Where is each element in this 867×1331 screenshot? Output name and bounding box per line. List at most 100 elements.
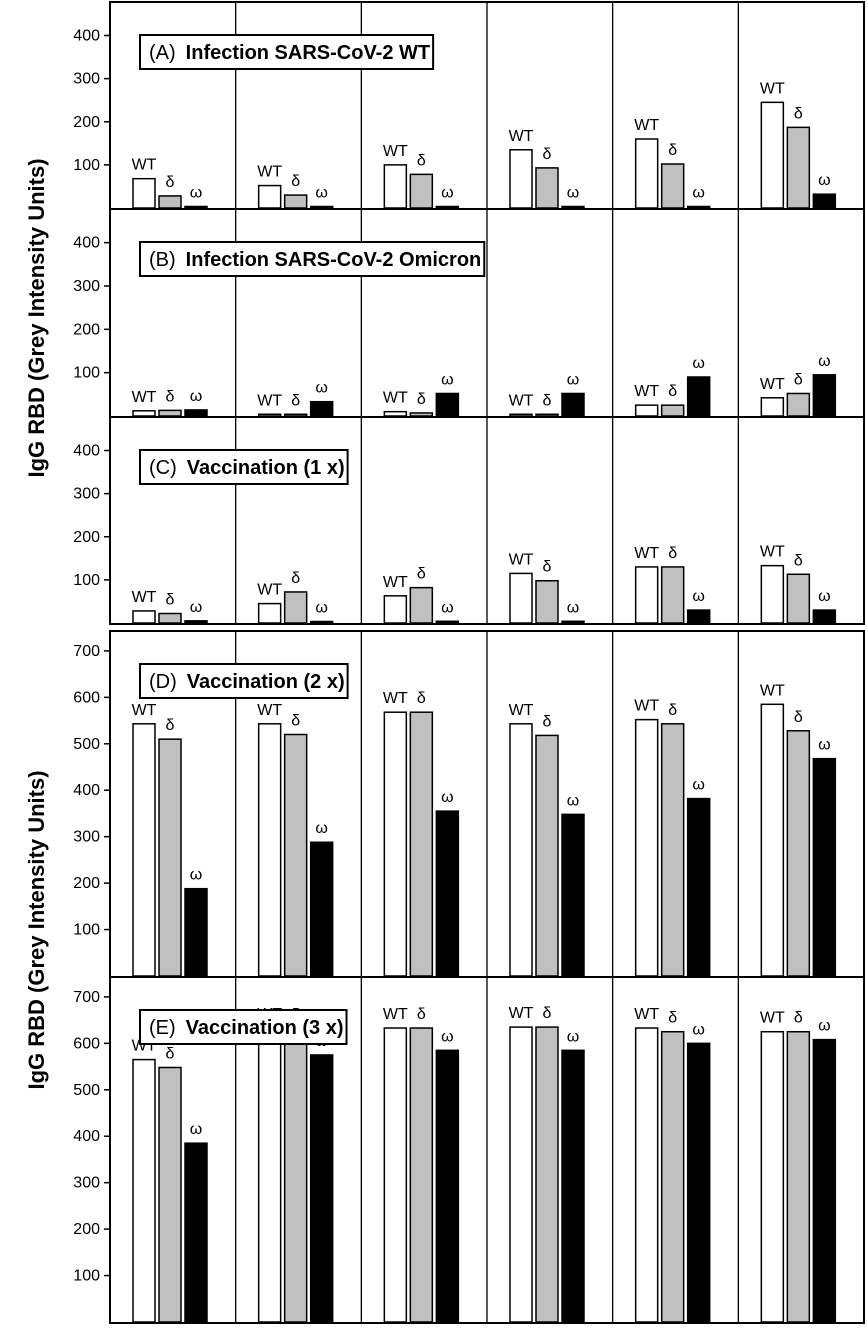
y-tick-label: 400	[73, 235, 100, 252]
bar-delta	[535, 579, 559, 624]
bar-label: ω	[190, 388, 203, 405]
panel-title-text: (A) Infection SARS-CoV-2 WT	[149, 42, 430, 64]
bar-delta	[786, 1030, 811, 1323]
bar-label: WT	[760, 544, 785, 561]
panel-title-label: Vaccination (2 x)	[187, 671, 345, 693]
y-tick-label: 200	[73, 875, 100, 892]
bar-wt	[383, 410, 408, 417]
bar-label: ω	[441, 185, 454, 202]
panel-letter: (D)	[149, 671, 177, 693]
bar-omega	[812, 1038, 837, 1323]
bar-label: WT	[509, 128, 534, 145]
bar-omega	[309, 620, 334, 624]
bar-label: WT	[509, 702, 534, 719]
bar-wt	[132, 610, 156, 624]
bar-delta	[158, 409, 182, 417]
bar-wt	[634, 718, 659, 977]
bar-omega	[184, 887, 208, 977]
bar-label: WT	[509, 392, 534, 409]
bar-label: ω	[692, 185, 705, 202]
bar-omega	[184, 620, 208, 624]
bar-label: δ	[166, 174, 175, 191]
y-tick-label: 500	[73, 736, 100, 753]
bar-label: WT	[257, 392, 282, 409]
panel-title-text: (C) Vaccination (1 x)	[149, 457, 345, 479]
bar-wt	[383, 711, 408, 977]
bar-delta	[409, 173, 434, 209]
panel-letter: (A)	[149, 42, 176, 64]
bar-label: ω	[441, 1028, 454, 1045]
bar-omega	[309, 1054, 334, 1323]
bar-label: δ	[543, 1005, 552, 1022]
y-tick-label: 300	[73, 486, 100, 503]
bar-wt	[760, 101, 785, 209]
bar-wt	[634, 1027, 659, 1323]
panel-title-label: Infection SARS-CoV-2 WT	[186, 42, 430, 64]
bar-label: WT	[634, 1006, 659, 1023]
bar-label: ω	[315, 185, 328, 202]
bar-label: δ	[794, 552, 803, 569]
bar-label: δ	[668, 1010, 677, 1027]
bar-label: δ	[543, 392, 552, 409]
bar-delta	[158, 1066, 182, 1323]
bar-label: ω	[818, 353, 831, 370]
bar-delta	[409, 1027, 434, 1323]
bar-label: WT	[383, 1006, 408, 1023]
bar-label: ω	[190, 599, 203, 616]
bar-label: WT	[383, 143, 408, 160]
bar-omega	[686, 797, 711, 977]
bar-label: ω	[190, 867, 203, 884]
bar-delta	[660, 723, 685, 977]
bar-label: δ	[291, 570, 300, 587]
bar-wt	[634, 566, 659, 624]
bar-omega	[686, 205, 711, 209]
panel-title-text: (B) Infection SARS-CoV-2 Omicron	[149, 249, 481, 271]
y-tick-label: 600	[73, 689, 100, 706]
bar-delta	[660, 566, 685, 624]
y-tick-label: 100	[73, 922, 100, 939]
panel-title-box	[139, 1009, 348, 1045]
bar-delta	[409, 412, 434, 417]
bar-delta	[283, 413, 308, 417]
panel-title-box	[139, 241, 486, 277]
bar-omega	[435, 205, 460, 209]
bar-omega	[184, 205, 208, 209]
bar-wt	[132, 723, 156, 977]
bar-wt	[634, 138, 659, 209]
bar-omega	[561, 392, 585, 417]
bar-wt	[760, 1030, 785, 1323]
bar-label: WT	[383, 690, 408, 707]
bar-label: δ	[668, 142, 677, 159]
bar-label: ω	[315, 380, 328, 397]
bar-omega	[435, 810, 460, 977]
bar-label: δ	[794, 105, 803, 122]
bar-label: ω	[567, 371, 580, 388]
bar-label: ω	[818, 172, 831, 189]
y-tick-label: 300	[73, 71, 100, 88]
bar-label: ω	[692, 355, 705, 372]
bar-label: δ	[668, 702, 677, 719]
bar-omega	[184, 1142, 208, 1323]
bar-delta	[409, 711, 434, 977]
y-tick-label: 200	[73, 1221, 100, 1238]
bar-label: δ	[417, 391, 426, 408]
bar-wt	[383, 1027, 408, 1323]
bar-wt	[257, 723, 282, 977]
bar-label: WT	[132, 389, 157, 406]
bar-label: δ	[291, 173, 300, 190]
bar-label: WT	[383, 390, 408, 407]
bar-label: WT	[634, 545, 659, 562]
panel-letter: (E)	[149, 1017, 176, 1039]
bar-label: ω	[441, 599, 454, 616]
bar-label: δ	[543, 559, 552, 576]
bar-label: WT	[132, 702, 157, 719]
y-tick-label: 300	[73, 278, 100, 295]
bar-label: WT	[509, 1005, 534, 1022]
bar-omega	[435, 392, 460, 417]
bar-label: δ	[417, 152, 426, 169]
bar-wt	[383, 595, 408, 624]
bar-omega	[435, 620, 460, 624]
